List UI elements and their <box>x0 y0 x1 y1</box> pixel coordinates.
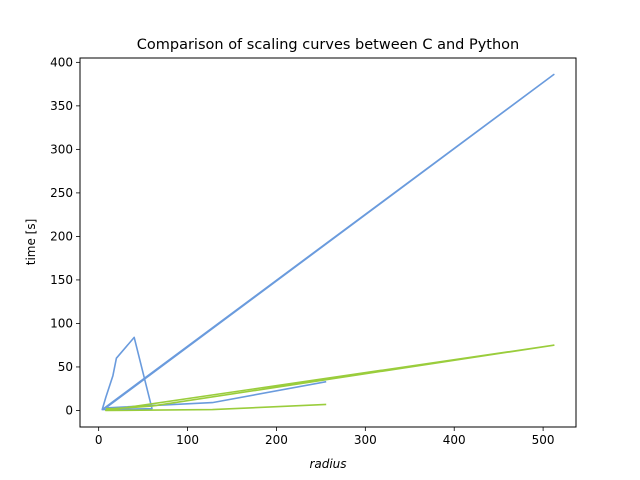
y-axis-label: time [s] <box>24 219 38 266</box>
y-tick-label: 100 <box>50 316 73 330</box>
x-tick-label: 400 <box>443 433 466 447</box>
y-tick-label: 250 <box>50 186 73 200</box>
y-axis-ticks: 0 50 100 150 200 250 300 350 400 <box>50 55 80 417</box>
x-tick-label: 0 <box>95 433 103 447</box>
y-tick-label: 300 <box>50 142 73 156</box>
y-tick-label: 150 <box>50 273 73 287</box>
x-axis-label: radius <box>309 457 346 471</box>
x-tick-label: 500 <box>532 433 555 447</box>
y-tick-label: 200 <box>50 229 73 243</box>
x-tick-label: 100 <box>176 433 199 447</box>
x-axis-ticks: 0 100 200 300 400 500 <box>95 427 555 447</box>
y-tick-label: 50 <box>58 360 73 374</box>
y-tick-label: 350 <box>50 99 73 113</box>
y-tick-label: 0 <box>65 403 73 417</box>
chart-title: Comparison of scaling curves between C a… <box>137 37 519 53</box>
series-line-2 <box>105 344 555 412</box>
y-tick-label: 400 <box>50 55 73 69</box>
plot-lines <box>101 73 555 412</box>
x-tick-label: 200 <box>265 433 288 447</box>
x-tick-label: 300 <box>354 433 377 447</box>
plot-frame <box>79 57 577 428</box>
